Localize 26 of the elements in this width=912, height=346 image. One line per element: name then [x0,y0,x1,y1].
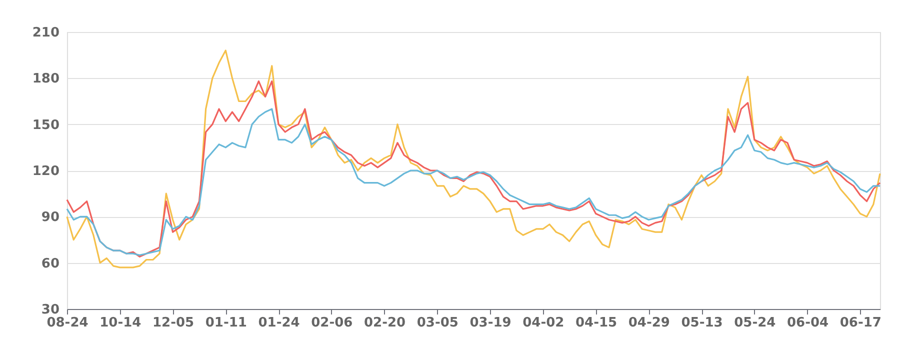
y-tick-label: 60 [41,256,60,272]
y-tick-label: 210 [32,26,60,40]
x-tick-label: 04-29 [628,316,670,330]
x-tick-label: 10-14 [100,316,142,330]
x-tick-label: 03-05 [416,316,458,330]
x-tick-label: 06-04 [787,316,829,330]
x-tick-label: 12-05 [152,316,194,330]
y-tick-label: 90 [41,210,60,226]
line-series [66,50,881,268]
line-series [66,80,881,258]
y-tick-label: 180 [32,72,60,87]
x-tick-label: 06-17 [840,316,882,330]
y-tick-label: 30 [41,302,60,318]
x-tick-label: 04-15 [575,316,618,330]
x-tick-label: 05-24 [734,316,776,330]
x-tick-label: 02-06 [311,316,353,330]
x-tick-label: 08-24 [46,316,88,330]
line-series [66,108,881,256]
x-tick-label: 01-24 [258,316,300,330]
x-tick-label: 02-20 [364,316,406,330]
x-tick-label: 05-13 [681,316,723,330]
y-tick-label: 150 [32,118,60,133]
x-tick-label: 04-02 [522,316,564,330]
x-tick-label: 01-11 [205,316,247,330]
y-tick-label: 120 [32,164,60,179]
x-tick-label: 03-19 [470,316,512,330]
